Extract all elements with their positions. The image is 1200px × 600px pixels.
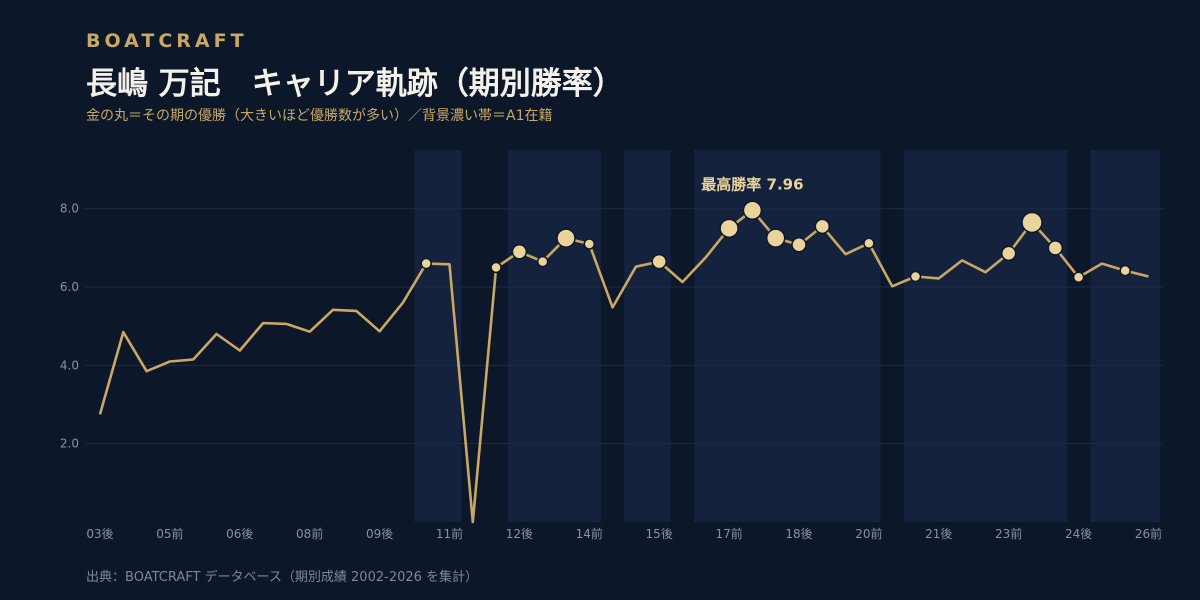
brand-label: BOATCRAFT [86, 30, 248, 52]
series-group [98, 209, 1149, 524]
win-marker [1119, 264, 1131, 277]
x-tick-label: 17前 [715, 526, 742, 541]
x-axis: 03後 05前 06後 08前 09後 11前 12後 14前 15後 17前 18後 20前 21後 2… [86, 526, 1162, 541]
win-marker [1021, 211, 1043, 234]
x-tick-label: 20前 [855, 526, 882, 541]
win-marker [863, 237, 875, 249]
a1-band [694, 150, 881, 522]
y-tick-label: 6.0 [60, 280, 79, 294]
win-marker [511, 244, 528, 260]
x-tick-label: 06後 [226, 527, 253, 541]
win-marker [791, 237, 807, 253]
a1-band [414, 150, 462, 522]
chart-title: 長嶋 万記 キャリア軌跡（期別勝率） [86, 66, 624, 102]
x-tick-label: 09後 [366, 527, 393, 541]
x-tick-label: 14前 [576, 526, 603, 541]
win-marker [490, 261, 502, 274]
y-tick-label: 4.0 [60, 358, 79, 372]
x-tick-label: 03後 [86, 527, 113, 541]
a1-band [624, 150, 671, 522]
source-note: 出典：BOATCRAFT データベース（期別成績 2002-2026 を集計） [86, 570, 479, 585]
x-tick-label: 24後 [1065, 527, 1092, 541]
x-tick-label: 15後 [646, 527, 673, 541]
x-tick-label: 26前 [1135, 526, 1162, 541]
y-tick-label: 8.0 [60, 202, 79, 216]
win-marker [814, 218, 831, 235]
win-marker [1000, 245, 1017, 262]
x-tick-label: 18後 [785, 527, 812, 541]
x-tick-label: 11前 [436, 526, 463, 541]
x-tick-label: 08前 [296, 526, 323, 541]
a1-band [1090, 150, 1161, 522]
win-marker [719, 218, 739, 239]
x-tick-label: 05前 [156, 526, 183, 541]
win-marker [1072, 271, 1085, 284]
y-tick-label: 2.0 [60, 437, 79, 451]
a1-band [507, 150, 601, 522]
win-marker [583, 238, 596, 250]
x-tick-label: 12後 [506, 527, 533, 541]
win-marker [1047, 240, 1064, 256]
win-marker [536, 255, 549, 268]
win-marker [420, 257, 432, 270]
win-marker [909, 270, 922, 283]
a1-band [903, 150, 1067, 522]
win-marker [556, 228, 576, 248]
x-tick-label: 21後 [925, 527, 952, 541]
x-tick-label: 23前 [995, 526, 1022, 541]
a1-bands [414, 150, 1161, 522]
win-marker [765, 228, 786, 248]
win-markers [420, 200, 1131, 284]
win-marker [651, 253, 667, 270]
win-marker [742, 200, 763, 221]
peak-annotation: 最高勝率 7.96 [701, 175, 803, 193]
y-axis: 2.0 4.0 6.0 8.0 [60, 202, 79, 451]
annotations: 最高勝率 7.96 [701, 175, 803, 193]
win-rate-line [98, 209, 1149, 524]
chart-subtitle: 金の丸＝その期の優勝（大きいほど優勝数が多い）／背景濃い帯＝A1在籍 [86, 108, 553, 124]
